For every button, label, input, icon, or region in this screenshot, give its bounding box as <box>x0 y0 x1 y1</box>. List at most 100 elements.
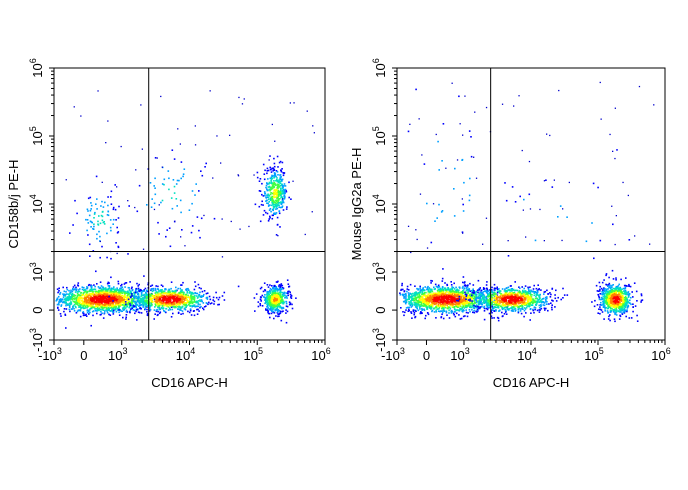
event-dot <box>194 305 197 308</box>
event-dot <box>457 309 459 311</box>
x-tick-label: 105 <box>244 346 263 363</box>
event-dot <box>282 200 284 202</box>
event-dot <box>205 297 208 299</box>
event-dot <box>437 304 440 306</box>
event-dot <box>476 289 479 291</box>
event-dot <box>285 208 288 210</box>
event-dot <box>273 294 276 296</box>
event-dot <box>271 217 274 220</box>
event-dot <box>427 313 430 316</box>
event-dot <box>438 308 440 310</box>
event-dot <box>65 304 67 307</box>
event-dot <box>417 303 420 306</box>
event-dot <box>157 293 160 295</box>
event-dot <box>102 301 105 303</box>
event-dot <box>82 300 85 303</box>
event-dot <box>136 282 138 285</box>
event-dot <box>146 296 148 298</box>
event-dot <box>150 299 153 302</box>
event-dot <box>438 289 441 291</box>
x-axis-title: CD16 APC-H <box>151 375 228 390</box>
event-dot <box>115 300 117 303</box>
event-dot <box>406 306 409 309</box>
event-dot <box>93 213 96 215</box>
event-dot <box>189 295 192 297</box>
event-dot <box>189 300 191 303</box>
event-dot <box>166 302 169 305</box>
event-dot <box>152 297 154 300</box>
event-dot <box>467 290 469 293</box>
event-dot <box>97 308 99 310</box>
event-dot <box>458 303 460 305</box>
event-dot <box>276 201 279 204</box>
event-dot <box>438 296 440 298</box>
event-dot <box>441 307 443 310</box>
event-dot <box>186 301 189 304</box>
event-dot <box>257 301 260 303</box>
event-dot <box>274 295 277 298</box>
event-dot <box>196 308 198 311</box>
event-dot <box>478 289 480 292</box>
event-dot <box>431 290 434 293</box>
event-dot <box>107 285 110 287</box>
event-dot <box>461 291 463 294</box>
event-dot <box>92 306 95 309</box>
event-dot <box>157 306 159 309</box>
event-dot <box>472 297 475 300</box>
event-dot <box>180 290 183 292</box>
event-dot <box>200 287 202 290</box>
event-dot <box>277 305 280 307</box>
event-dot <box>117 299 120 301</box>
event-dot <box>123 297 125 299</box>
event-dot <box>279 298 282 301</box>
event-dot <box>172 295 174 298</box>
event-dot <box>269 301 272 304</box>
event-dot <box>78 290 81 293</box>
event-dot <box>438 302 441 305</box>
event-dot <box>456 306 459 309</box>
y-tick-label: 104 <box>28 194 45 213</box>
event-dot <box>108 308 110 311</box>
event-dot <box>190 314 193 316</box>
event-dot <box>199 300 202 302</box>
event-dot <box>266 305 269 308</box>
event-dot <box>267 307 269 309</box>
event-dot <box>86 291 88 294</box>
event-dot <box>304 233 306 236</box>
event-dot <box>154 301 157 304</box>
event-dot <box>475 310 477 313</box>
event-dot <box>271 123 273 126</box>
event-dot <box>175 286 177 289</box>
event-dot <box>85 287 88 290</box>
event-dot <box>437 296 439 298</box>
event-dot <box>105 288 107 291</box>
event-dot <box>178 296 180 298</box>
event-dot <box>198 287 201 289</box>
event-dot <box>292 180 294 182</box>
event-dot <box>435 298 438 301</box>
event-dot <box>462 289 464 292</box>
event-dot <box>72 289 74 291</box>
event-dot <box>106 299 109 301</box>
event-dot <box>450 293 452 296</box>
event-dot <box>478 292 481 295</box>
event-dot <box>205 292 208 295</box>
event-dot <box>81 288 84 291</box>
event-dot <box>193 301 196 303</box>
event-dot <box>419 301 422 303</box>
event-dot <box>422 300 425 302</box>
event-dot <box>274 199 277 202</box>
event-dot <box>167 296 170 299</box>
event-dot <box>67 303 69 305</box>
event-dot <box>263 191 266 193</box>
event-dot <box>433 299 436 301</box>
event-dot <box>181 300 183 303</box>
event-dot <box>313 132 315 134</box>
event-dot <box>169 292 171 295</box>
event-dot <box>407 298 409 301</box>
event-dot <box>272 205 275 208</box>
event-dot <box>405 292 407 295</box>
event-dot <box>110 203 113 205</box>
event-dot <box>60 305 62 307</box>
event-dot <box>96 298 98 300</box>
